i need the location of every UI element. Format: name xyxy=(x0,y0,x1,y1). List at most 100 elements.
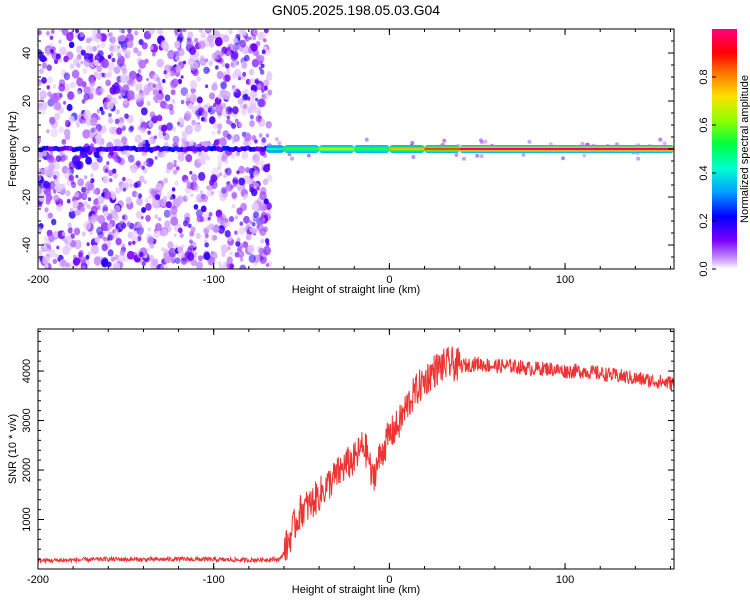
noise-speckle xyxy=(224,159,229,165)
noise-speckle xyxy=(81,186,87,193)
noise-speckle xyxy=(152,83,157,88)
noise-speckle xyxy=(255,41,261,47)
noise-speckle xyxy=(156,84,161,89)
noise-speckle xyxy=(219,228,224,234)
noise-speckle xyxy=(122,215,126,220)
noise-speckle xyxy=(119,34,127,43)
noise-speckle xyxy=(104,72,109,78)
noise-speckle xyxy=(109,178,113,183)
noise-speckle xyxy=(225,183,233,192)
noise-speckle xyxy=(148,194,153,200)
colorbar-tick-label: 0.0 xyxy=(698,261,710,276)
noise-speckle xyxy=(265,263,269,267)
x-tick-label: 0 xyxy=(386,274,392,286)
noise-speckle xyxy=(180,100,185,105)
noise-speckle xyxy=(238,177,246,186)
noise-speckle xyxy=(67,222,72,228)
noise-speckle xyxy=(230,185,234,189)
noise-speckle xyxy=(135,192,139,197)
noise-speckle xyxy=(54,112,61,121)
noise-speckle xyxy=(109,150,114,156)
noise-speckle xyxy=(263,38,267,43)
noise-speckle xyxy=(251,135,257,141)
noise-speckle xyxy=(192,61,199,69)
noise-speckle xyxy=(105,79,111,87)
noise-speckle xyxy=(92,138,96,143)
noise-speckle xyxy=(87,197,92,202)
noise-speckle xyxy=(153,201,160,209)
noise-speckle xyxy=(68,115,75,123)
noise-speckle xyxy=(245,233,252,241)
noise-speckle xyxy=(90,178,95,184)
colorbar-gradient xyxy=(712,29,737,269)
noise-speckle xyxy=(120,40,128,50)
noise-speckle xyxy=(258,133,263,138)
noise-speckle xyxy=(56,203,63,212)
noise-speckle xyxy=(97,50,104,58)
noise-speckle xyxy=(184,216,191,224)
noise-speckle xyxy=(75,174,79,179)
noise-speckle xyxy=(96,109,101,114)
noise-speckle xyxy=(86,242,90,247)
noise-speckle xyxy=(204,239,208,244)
noise-speckle xyxy=(192,68,199,77)
noise-speckle xyxy=(256,186,260,191)
noise-speckle xyxy=(124,113,129,119)
noise-speckle xyxy=(216,71,224,80)
noise-speckle xyxy=(222,110,228,117)
noise-speckle xyxy=(161,127,165,132)
noise-speckle xyxy=(42,255,51,265)
noise-speckle xyxy=(182,133,188,140)
noise-speckle xyxy=(171,99,176,104)
noise-speckle xyxy=(190,193,194,198)
noise-speckle xyxy=(196,214,203,223)
noise-speckle xyxy=(106,161,110,166)
colorbar-tick-label: 0.8 xyxy=(698,69,710,84)
noise-speckle xyxy=(112,172,119,179)
y-tick-label: 2000 xyxy=(21,458,33,482)
signal-band-core xyxy=(354,147,390,151)
noise-speckle xyxy=(236,207,243,215)
noise-speckle xyxy=(580,141,585,146)
noise-speckle xyxy=(135,84,141,91)
noise-speckle xyxy=(253,211,260,219)
noise-speckle xyxy=(242,241,248,248)
y-tick-label: -40 xyxy=(21,237,33,253)
noise-speckle xyxy=(111,96,116,102)
noise-speckle xyxy=(184,195,188,200)
noise-speckle xyxy=(85,181,93,191)
noise-speckle xyxy=(411,155,416,159)
noise-speckle xyxy=(231,192,237,199)
noise-speckle xyxy=(67,91,75,101)
noise-speckle xyxy=(99,106,104,112)
noise-speckle xyxy=(118,121,125,129)
noise-speckle xyxy=(62,231,66,237)
noise-speckle xyxy=(170,89,176,96)
noise-speckle xyxy=(173,79,179,86)
noise-speckle xyxy=(115,237,122,246)
noise-speckle xyxy=(122,46,127,53)
noise-speckle xyxy=(263,29,269,34)
noise-speckle xyxy=(658,137,663,142)
noise-speckle xyxy=(140,107,148,116)
noise-speckle xyxy=(128,154,135,163)
noise-speckle xyxy=(173,233,177,238)
noise-speckle xyxy=(126,40,134,49)
noise-speckle xyxy=(237,74,243,80)
noise-speckle xyxy=(185,96,190,102)
noise-speckle xyxy=(135,210,143,219)
noise-speckle xyxy=(247,244,255,254)
y-tick-label: 40 xyxy=(21,47,33,59)
noise-speckle xyxy=(157,129,166,139)
noise-speckle xyxy=(201,110,208,119)
noise-speckle xyxy=(180,87,188,96)
noise-speckle xyxy=(245,223,251,230)
noise-speckle xyxy=(142,139,146,145)
noise-speckle xyxy=(155,194,161,201)
noise-speckle xyxy=(204,242,209,248)
noise-speckle xyxy=(48,116,56,125)
noise-speckle xyxy=(239,39,246,48)
noise-speckle xyxy=(53,189,57,194)
noise-speckle xyxy=(154,223,162,232)
noise-speckle xyxy=(110,256,116,262)
